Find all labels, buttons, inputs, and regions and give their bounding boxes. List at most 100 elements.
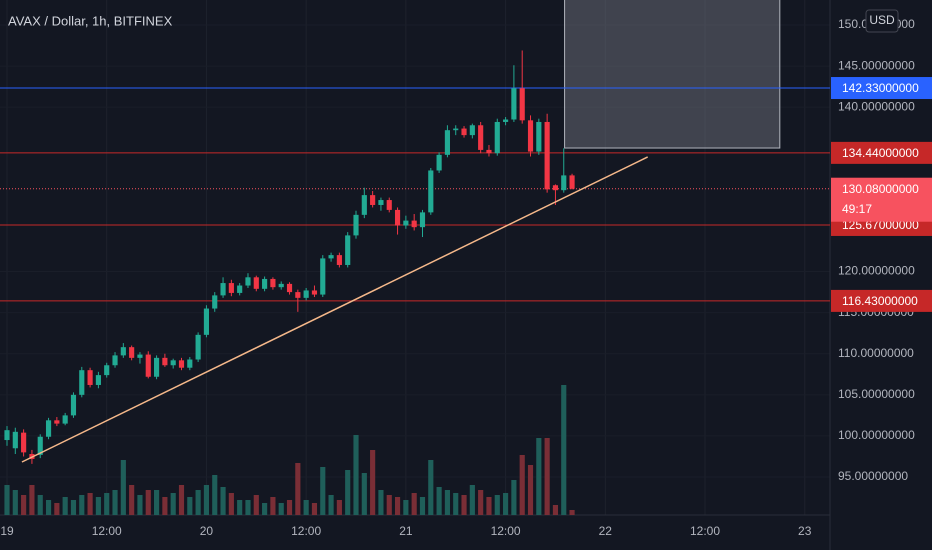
price-marker-label: 142.33000000 xyxy=(842,81,919,95)
candle-body xyxy=(286,283,293,293)
y-tick-label: 120.00000000 xyxy=(838,264,915,278)
candle-body xyxy=(262,278,268,289)
candle-body xyxy=(320,258,326,295)
volume-bar xyxy=(411,493,417,515)
volume-bar xyxy=(12,490,18,515)
volume-bar xyxy=(403,500,409,515)
volume-bar xyxy=(328,495,334,515)
y-tick-label: 145.00000000 xyxy=(838,58,915,72)
volume-bar xyxy=(394,497,401,515)
candle-body xyxy=(469,125,475,136)
price-marker-label: 116.43000000 xyxy=(842,294,918,308)
volume-bar xyxy=(245,500,251,515)
candle-body xyxy=(4,430,10,441)
candle-body xyxy=(120,347,126,356)
volume-bar xyxy=(295,463,301,515)
volume-bar xyxy=(453,493,459,515)
volume-bar xyxy=(203,485,210,515)
volume-bar xyxy=(503,493,509,515)
volume-bar xyxy=(494,495,500,515)
x-tick-label: 12:00 xyxy=(690,524,720,538)
currency-badge: USD xyxy=(869,13,895,27)
volume-bar xyxy=(320,467,326,515)
volume-bar xyxy=(353,435,359,515)
candle-body xyxy=(270,278,276,288)
candle-body xyxy=(436,154,442,171)
x-tick-label: 21 xyxy=(399,524,413,538)
x-tick-label: 12:00 xyxy=(491,524,521,538)
candle-body xyxy=(112,355,118,366)
y-tick-label: 140.00000000 xyxy=(838,99,915,113)
candle-body xyxy=(486,149,492,154)
volume-bar xyxy=(62,497,68,515)
candle-body xyxy=(336,255,342,265)
volume-bar xyxy=(461,495,467,515)
x-tick-label: 19 xyxy=(0,524,14,538)
volume-bar xyxy=(527,465,534,515)
candle-body xyxy=(494,121,500,154)
volume-bar xyxy=(178,485,185,515)
volume-bar xyxy=(345,470,351,515)
price-marker xyxy=(831,141,932,164)
current-price-marker xyxy=(831,177,932,222)
volume-bar xyxy=(428,460,434,515)
x-tick-label: 12:00 xyxy=(291,524,321,538)
candle-body xyxy=(54,420,60,424)
volume-bar xyxy=(137,495,143,515)
volume-bar xyxy=(95,497,101,515)
volume-bar xyxy=(45,500,52,515)
volume-bar xyxy=(444,490,450,515)
volume-bar xyxy=(187,497,193,515)
candle-body xyxy=(195,334,201,360)
volume-bar xyxy=(195,490,201,515)
volume-bar xyxy=(237,500,243,515)
candle-body xyxy=(552,185,559,191)
candle-body xyxy=(21,432,27,453)
volume-bar xyxy=(311,503,318,515)
candle-body xyxy=(394,209,401,226)
candle-body xyxy=(12,431,18,449)
volume-bar xyxy=(270,497,276,515)
volume-bar xyxy=(170,493,176,515)
candle-body xyxy=(278,283,284,288)
candle-body xyxy=(162,357,168,366)
candle-body xyxy=(137,354,143,358)
candle-body xyxy=(569,175,575,189)
candle-body xyxy=(353,214,359,236)
candle-body xyxy=(403,220,409,226)
volume-bar xyxy=(286,500,293,515)
volume-bar xyxy=(552,505,559,515)
currency-badge-bg xyxy=(865,9,899,33)
y-tick-label: 105.00000000 xyxy=(838,387,915,401)
candle-body xyxy=(428,170,434,213)
candle-body xyxy=(444,130,450,155)
volume-bar xyxy=(511,480,517,515)
current-price-label: 130.08000000 xyxy=(842,182,919,196)
candle-body xyxy=(79,370,85,395)
candle-body xyxy=(95,375,101,385)
y-tick-label: 95.00000000 xyxy=(838,469,908,483)
candle-body xyxy=(503,119,509,122)
volume-bar xyxy=(70,500,77,515)
volume-bar xyxy=(212,475,218,515)
price-marker xyxy=(831,289,932,312)
price-marker xyxy=(831,77,932,100)
volume-bar xyxy=(262,503,268,515)
price-marker-label: 134.44000000 xyxy=(842,146,919,160)
trend-line xyxy=(21,156,649,463)
candle-body xyxy=(295,292,301,298)
candle-body xyxy=(178,360,185,368)
volume-bar xyxy=(486,497,492,515)
candle-body xyxy=(478,125,484,150)
candle-body xyxy=(170,360,176,366)
volume-bar xyxy=(336,500,342,515)
candle-body xyxy=(104,365,110,376)
chart-title: AVAX / Dollar, 1h, BITFINEX xyxy=(8,13,173,28)
volume-bar xyxy=(303,500,309,515)
volume-bar xyxy=(37,495,43,515)
candle-body xyxy=(419,212,426,228)
candle-body xyxy=(203,308,210,335)
